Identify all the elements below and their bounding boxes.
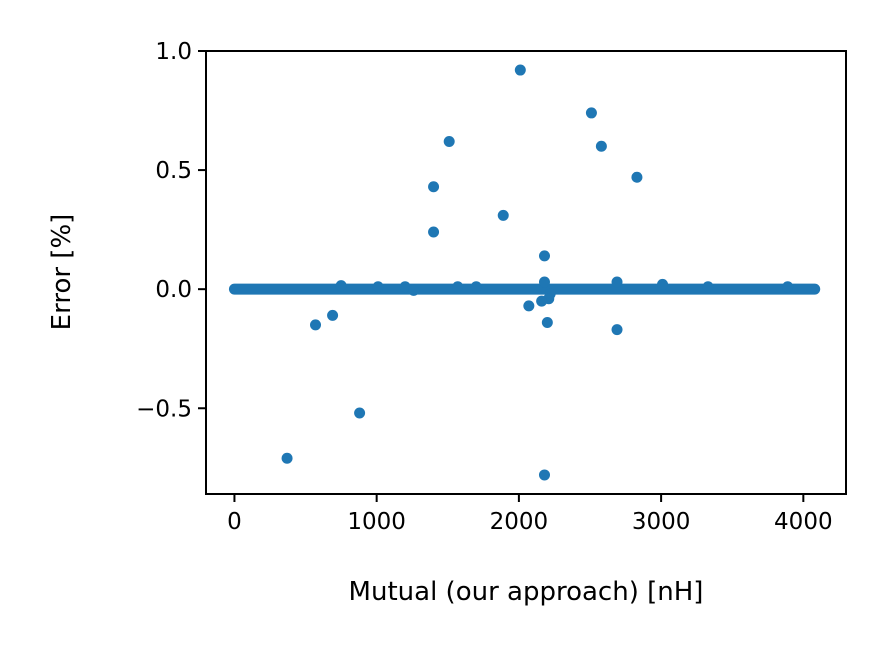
data-point [514, 64, 526, 76]
x-tick-label: 2000 [490, 509, 549, 535]
data-point [428, 226, 440, 238]
y-tick-label: 1.0 [155, 39, 192, 65]
y-axis-label: Error [%] [47, 214, 77, 331]
data-point [497, 209, 509, 221]
data-point [354, 407, 366, 419]
data-point [538, 250, 550, 262]
y-tick-label: 0.0 [155, 277, 192, 303]
plot-frame [205, 50, 847, 495]
y-tick-label: 0.5 [155, 158, 192, 184]
x-tick-label: 0 [227, 509, 242, 535]
y-tick-label: −0.5 [136, 396, 192, 422]
x-tick-label: 1000 [347, 509, 406, 535]
data-point [538, 276, 550, 288]
data-point [523, 300, 535, 312]
data-point [657, 278, 669, 290]
data-point [408, 284, 420, 296]
data-point [611, 324, 623, 336]
data-point [585, 107, 597, 119]
data-point [443, 136, 455, 148]
data-point [702, 281, 714, 293]
data-point [399, 281, 411, 293]
data-point [611, 276, 623, 288]
data-point [310, 319, 322, 331]
x-tick-label: 3000 [632, 509, 691, 535]
data-points [228, 64, 821, 481]
data-point [335, 280, 347, 292]
data-point [452, 281, 464, 293]
data-point [595, 140, 607, 152]
data-point [782, 281, 794, 293]
y-axis: −0.5 0.0 0.5 1.0 [136, 39, 206, 422]
x-axis: 0 1000 2000 3000 4000 [227, 494, 833, 535]
data-point [372, 281, 384, 293]
data-point [536, 295, 548, 307]
data-point [281, 452, 293, 464]
data-point [470, 281, 482, 293]
data-point [541, 317, 553, 329]
data-point [327, 309, 339, 321]
data-point [631, 171, 643, 183]
data-point [538, 469, 550, 481]
x-tick-label: 4000 [774, 509, 833, 535]
data-point [428, 181, 440, 193]
x-axis-label: Mutual (our approach) [nH] [349, 577, 704, 607]
